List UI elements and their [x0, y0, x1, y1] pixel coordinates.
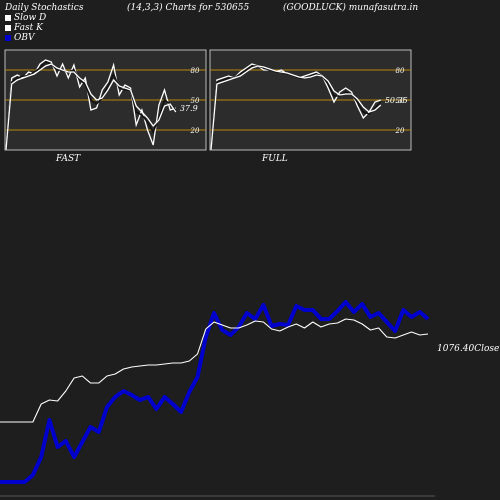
- full-tick-label-80: 80: [396, 67, 405, 75]
- fast-tick-label-80: 80: [191, 67, 200, 75]
- legend-label-obv: OBV: [14, 33, 35, 43]
- fast-last-value: 37.9: [180, 104, 198, 113]
- legend-label-slow-d: Slow D: [14, 13, 47, 23]
- obv-line: [0, 300, 430, 484]
- legend-item-slow-d: Slow D: [5, 13, 46, 23]
- full-tick-label-20: 20: [395, 127, 405, 135]
- full-panel: 80 50 20 50.35 FULL: [209, 49, 412, 164]
- chart-symbol: (GOODLUCK) munafasutra.in: [283, 3, 419, 13]
- full-tick-label-50: 50: [396, 97, 405, 105]
- full-last-value: 50.35: [385, 96, 408, 105]
- close-line: [0, 318, 429, 423]
- legend-item-obv: OBV: [5, 33, 35, 43]
- fast-series-1: [5, 61, 177, 151]
- fast-panel-title: FAST: [55, 154, 81, 164]
- chart-title: Daily Stochastics: [5, 3, 84, 13]
- fast-panel: 80 50 20 37.9 FAST: [4, 49, 207, 164]
- legend-swatch-slow-d: [5, 14, 11, 21]
- fast-series-2: [5, 63, 177, 151]
- price-obv-chart: 1076.40Close: [0, 300, 499, 497]
- full-series-2: [210, 65, 382, 151]
- legend-swatch-obv: [5, 34, 11, 41]
- full-panel-title: FULL: [261, 154, 288, 164]
- legend-swatch-fast-k: [5, 24, 11, 31]
- fast-tick-label-20: 20: [190, 127, 200, 135]
- legend-item-fast-k: Fast K: [5, 23, 43, 33]
- close-value-label: 1076.40Close: [437, 344, 499, 354]
- chart-params: (14,3,3) Charts for 530655: [127, 3, 250, 13]
- legend-label-fast-k: Fast K: [14, 23, 43, 33]
- fast-tick-label-50: 50: [191, 97, 200, 105]
